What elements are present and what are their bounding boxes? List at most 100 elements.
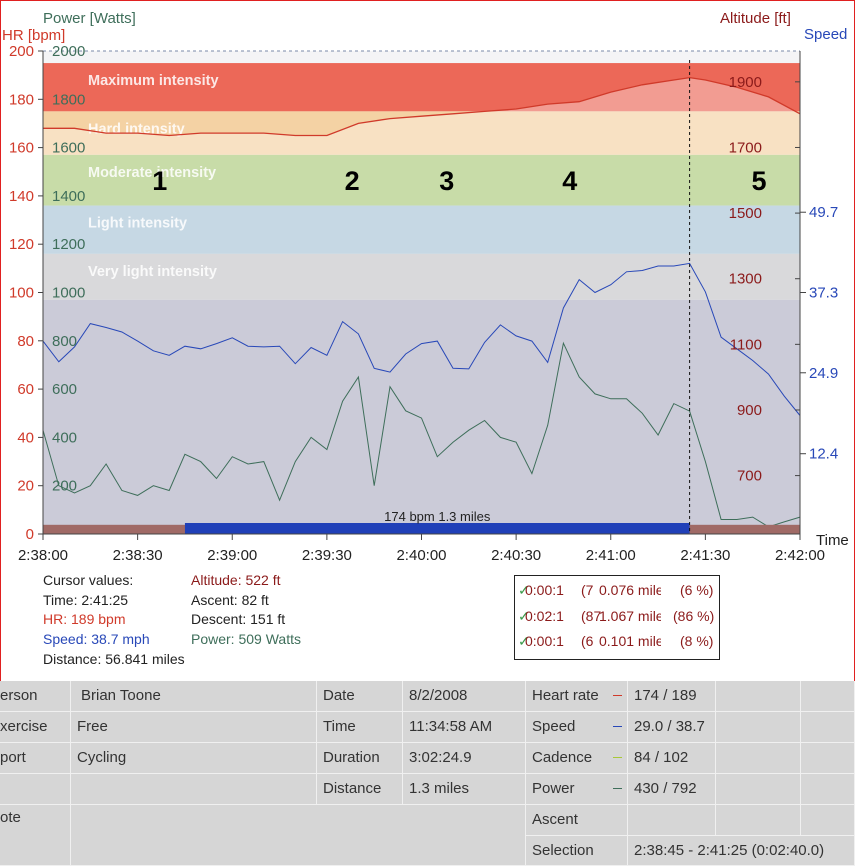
speed-label-text: Speed [532,718,576,735]
speed-legend-swatch [613,726,622,727]
altitude-tick-label: 1500 [729,205,762,222]
time-tick-label: 2:41:00 [586,547,636,564]
power-legend-swatch [613,788,622,789]
hr-tick-label: 140 [9,188,34,205]
time-label: Time [317,712,403,743]
lap-marker: 3 [439,166,454,196]
hr-legend-swatch [613,695,622,696]
hr-tick-label: 60 [17,381,34,398]
check-icon: ✓ [518,582,530,598]
zone-time: 0:02:1 [525,608,564,624]
date-value[interactable]: 8/2/2008 [403,681,526,712]
time-tick-label: 2:39:30 [302,547,352,564]
cadence-legend-swatch [613,757,622,758]
speed-tick-label: 49.7 [809,204,838,221]
selection-label: 174 bpm 1.3 miles [384,509,491,524]
cadence-value: 84 / 102 [628,743,716,774]
selection-value: 2:38:45 - 2:41:25 (0:02:40.0) [628,836,855,866]
distance-value[interactable]: 1.3 miles [403,774,526,805]
zone-percent: (8 %) [680,633,714,649]
zone-percent: (6 %) [680,582,714,598]
empty-cell [801,774,855,805]
speed-axis-label: Speed [804,26,848,43]
hr-tick-label: 40 [17,429,34,446]
altitude-tick-label: 700 [737,468,762,485]
time-tick-label: 2:42:00 [775,547,825,564]
empty-cell [801,712,855,743]
power-tick-label: 400 [52,429,77,446]
zone-percent: (86 %) [673,608,715,624]
note-label: ote [0,805,71,866]
sport-value[interactable]: Cycling [71,743,317,774]
distance-label: Distance [317,774,403,805]
altitude-axis-label: Altitude [ft] [720,10,791,27]
power-tick-label: 1200 [52,236,85,253]
hr-series-line [43,76,801,137]
cadence-label-text: Cadence [532,749,593,766]
power-tick-label: 2000 [52,43,85,60]
exercise-value[interactable]: Free [71,712,317,743]
zone-distance: 0.076 mile [599,582,661,598]
recovery-zone-band [43,299,800,534]
person-value[interactable]: Brian Toone [71,681,317,712]
ascent-label: Ascent [526,805,628,836]
time-tick-label: 2:40:30 [491,547,541,564]
hr-tick-label: 0 [26,526,34,543]
hr-axis-label: HR [bpm] [2,27,66,44]
zone-band [43,63,800,112]
duration-label: Duration [317,743,403,774]
empty-cell [716,743,801,774]
speed-series-line [42,262,801,416]
zone-band [43,154,800,206]
empty-cell [716,774,801,805]
zone-distance: 1.067 mile [599,608,661,624]
cursor-altitude: Altitude: 522 ft [191,572,281,588]
person-label: erson [0,681,71,712]
empty-cell [71,774,317,805]
power-label-text: Power [532,780,575,797]
power-tick-label: 1600 [52,140,85,157]
time-tick-label: 2:38:30 [113,547,163,564]
power-tick-label: 800 [52,333,77,350]
altitude-tick-label: 1900 [729,74,762,91]
zone-value: (87 [581,608,602,624]
power-value: 430 / 792 [628,774,716,805]
zone-band [43,205,800,254]
time-tick-label: 2:39:00 [207,547,257,564]
speed-tick-label: 12.4 [809,446,838,463]
zone-band [43,253,800,300]
cursor-speed: Speed: 38.7 mph [43,631,150,648]
power-series-line [42,341,801,528]
empty-cell [801,743,855,774]
speed-tick-label: 24.9 [809,365,838,382]
zone-label: Moderate intensity [88,165,216,181]
altitude-tick-label: 1300 [729,271,762,288]
cursor-heading: Cursor values: [43,572,134,588]
empty-cell [801,681,855,712]
power-tick-label: 1800 [52,91,85,108]
lap-marker: 2 [345,166,360,196]
heart-rate-value: 174 / 189 [628,681,716,712]
note-value[interactable] [71,805,526,866]
duration-value[interactable]: 3:02:24.9 [403,743,526,774]
time-value[interactable]: 11:34:58 AM [403,712,526,743]
sport-label: port [0,743,71,774]
hr-tick-label: 120 [9,236,34,253]
zone-row: ✓ 0:00:1 (7 0.076 mile (6 %) [515,580,719,604]
hr-tick-label: 100 [9,285,34,302]
power-tick-label: 200 [52,478,77,495]
cursor-power: Power: 509 Watts [191,631,301,648]
date-label: Date [317,681,403,712]
zone-distance: 0.101 mile [599,633,661,649]
selection-bar [184,523,690,534]
lap-marker: 4 [562,166,577,196]
zone-row: ✓ 0:00:1 (6 0.101 mile (8 %) [515,631,719,655]
cadence-label: Cadence [526,743,628,774]
zone-band [43,111,800,155]
time-axis-label: Time [816,532,849,549]
power-axis-label: Power [Watts] [43,10,136,27]
zone-value: (7 [581,582,594,598]
zone-label: Maximum intensity [88,73,219,89]
power-tick-label: 600 [52,381,77,398]
